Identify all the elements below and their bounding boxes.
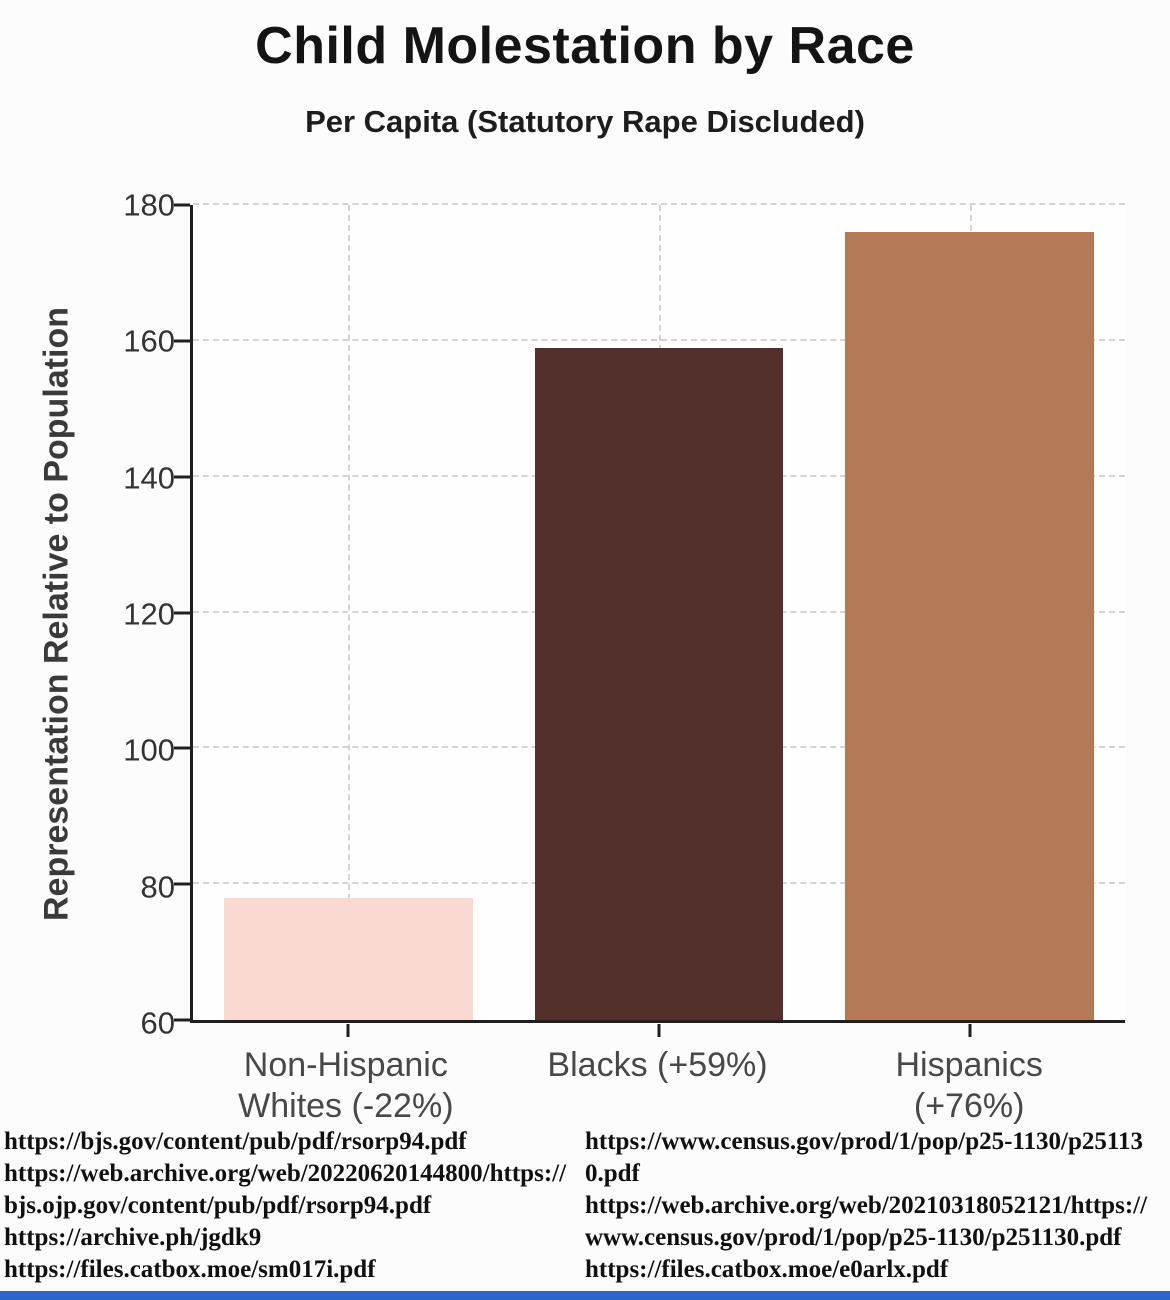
- source-url: https://files.catbox.moe/sm017i.pdf: [4, 1256, 376, 1283]
- bar-2: [845, 232, 1095, 1020]
- y-axis-tick-labels: 60 80 100 120 140 160 180: [75, 190, 175, 1039]
- source-url: https://web.archive.org/web/202103180521…: [585, 1192, 1148, 1251]
- x-category-label: Hispanics (+76%): [895, 1046, 1043, 1125]
- source-url: https://archive.ph/jgdk9: [4, 1224, 262, 1251]
- source-url: https://web.archive.org/web/202206201448…: [4, 1160, 567, 1219]
- y-tick-label: 160: [123, 323, 175, 359]
- source-url-list: https://bjs.gov/content/pub/pdf/rsorp94.…: [4, 1126, 1166, 1286]
- y-tick-label: 180: [123, 187, 175, 223]
- y-tick-label: 140: [123, 460, 175, 496]
- chart-subtitle: Per Capita (Statutory Rape Discluded): [305, 104, 865, 139]
- source-url: https://files.catbox.moe/e0arlx.pdf: [585, 1256, 949, 1283]
- x-category-label: Blacks (+59%): [547, 1046, 768, 1084]
- y-tick-mark: [174, 1018, 190, 1022]
- source-url: https://bjs.gov/content/pub/pdf/rsorp94.…: [4, 1128, 467, 1155]
- y-tick-mark: [174, 475, 190, 479]
- y-tick-mark: [174, 882, 190, 886]
- x-tick-mark: [968, 1024, 972, 1037]
- y-axis-label: Representation Relative to Population: [37, 307, 76, 921]
- bottom-blue-strip: [0, 1291, 1170, 1300]
- x-category-label: Non-Hispanic Whites (-22%): [238, 1046, 454, 1125]
- source-column-left: https://bjs.gov/content/pub/pdf/rsorp94.…: [4, 1126, 585, 1286]
- h-gridline: [193, 203, 1125, 205]
- bar-chart-plot-area: [174, 203, 1125, 1037]
- bar-0: [223, 897, 473, 1020]
- source-url: https://www.census.gov/prod/1/pop/p25-11…: [585, 1128, 1144, 1187]
- chart-title: Child Molestation by Race: [255, 17, 915, 75]
- y-tick-label: 100: [123, 732, 175, 768]
- v-gridline: [348, 205, 351, 1020]
- y-tick-label: 80: [140, 869, 175, 905]
- x-tick-mark: [657, 1024, 661, 1037]
- y-tick-mark: [174, 203, 190, 207]
- x-tick-mark: [346, 1024, 350, 1037]
- y-tick-label: 60: [140, 1005, 175, 1041]
- source-column-right: https://www.census.gov/prod/1/pop/p25-11…: [585, 1126, 1166, 1286]
- y-tick-mark: [174, 339, 190, 343]
- y-tick-label: 120: [123, 596, 175, 632]
- bar-1: [534, 347, 784, 1020]
- y-tick-mark: [174, 611, 190, 614]
- y-tick-mark: [174, 746, 190, 750]
- x-axis-category-labels: Non-Hispanic Whites (-22%) Blacks (+59%) Hi…: [190, 1045, 1125, 1140]
